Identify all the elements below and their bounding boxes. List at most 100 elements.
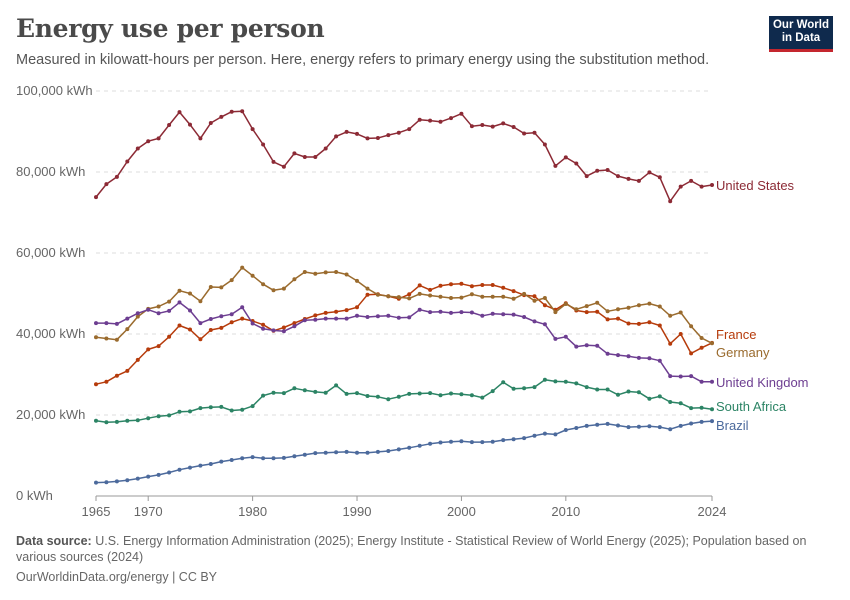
data-point [281,455,286,460]
data-point [334,309,339,314]
data-point [104,336,109,341]
data-point [386,449,391,453]
data-point [574,344,579,349]
data-point [459,295,464,300]
data-point [574,161,579,166]
data-point [146,474,151,479]
x-tick-label: 1980 [238,504,267,519]
data-point [188,465,192,470]
data-point [647,424,652,429]
data-point [156,414,161,419]
data-point [459,392,464,397]
data-point [94,195,98,200]
data-point [198,299,203,304]
data-point [428,441,433,446]
data-point [250,455,255,460]
y-tick-label: 40,000 kWh [16,326,85,341]
data-point [386,133,391,138]
data-point [156,311,161,316]
data-point [511,296,516,301]
data-point [125,327,130,332]
data-point [261,326,266,331]
data-point [689,421,694,426]
data-point [501,285,506,290]
data-point [313,389,318,394]
data-point [438,119,443,124]
data-point [323,390,328,395]
data-point [657,425,662,430]
data-point [167,123,172,127]
data-point [271,390,276,395]
data-point [428,293,433,298]
data-point [323,146,328,151]
data-point [480,313,485,318]
data-point [302,155,307,159]
data-point [396,130,401,135]
data-point [177,288,182,293]
data-point [261,142,266,147]
data-point [261,282,266,287]
data-point [636,424,641,429]
data-point [636,303,641,308]
series-label: United States [716,178,795,193]
data-point [668,341,673,346]
data-point [208,462,213,466]
data-point [146,347,151,352]
x-tick-label: 2024 [698,504,727,519]
y-tick-label: 100,000 kWh [16,83,93,98]
data-point [563,334,568,339]
data-point [501,121,506,126]
data-point [636,355,641,360]
data-point [616,392,620,397]
data-point [302,388,307,393]
data-point [710,341,714,346]
data-point [167,413,172,418]
data-source: Data source: U.S. Energy Information Adm… [16,533,816,565]
data-point [522,315,527,319]
data-point [198,321,203,326]
data-point [522,131,527,136]
credit-link[interactable]: OurWorldinData.org/energy | CC BY [16,570,218,584]
data-point [281,164,286,169]
data-point [375,314,380,319]
data-point [219,459,224,464]
data-point [198,463,203,468]
data-point [668,374,673,379]
data-point [292,321,297,326]
data-point [313,317,318,322]
data-point [678,374,683,379]
data-point [647,356,652,361]
chart-title: Energy use per person [16,14,325,43]
data-point [616,353,620,358]
data-point [532,319,537,324]
data-point [584,304,589,309]
data-point [365,394,370,398]
data-point [647,301,652,306]
data-point [522,291,527,296]
data-point [459,281,464,286]
data-point [271,328,276,333]
data-point [647,396,652,401]
data-point [438,294,443,299]
data-point [292,324,297,329]
data-point [407,315,412,320]
data-point [553,310,558,315]
data-point [135,311,140,316]
data-point [668,313,673,318]
data-point [229,320,234,325]
data-point [146,307,151,312]
data-point [219,325,224,330]
owid-logo[interactable]: Our World in Data [769,16,833,52]
data-point [261,322,266,327]
data-point [302,452,307,457]
data-point [188,122,192,127]
data-point [407,292,412,297]
data-point [229,458,234,462]
data-point [396,394,401,399]
data-point [532,294,537,299]
data-point [355,278,359,283]
data-point [501,294,506,299]
data-point [699,379,704,384]
data-point [407,127,412,132]
series-line [95,420,713,484]
